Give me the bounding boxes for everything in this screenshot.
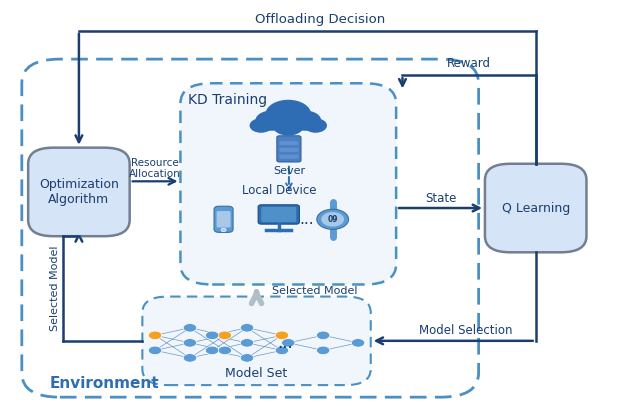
- Text: 09: 09: [328, 215, 338, 224]
- Text: ...: ...: [300, 212, 314, 227]
- Circle shape: [255, 111, 287, 131]
- Text: Reward: Reward: [447, 58, 491, 71]
- Text: Model Set: Model Set: [225, 367, 288, 380]
- Text: Offloading Decision: Offloading Decision: [255, 13, 385, 26]
- Circle shape: [205, 346, 219, 355]
- Circle shape: [248, 117, 275, 134]
- FancyBboxPatch shape: [280, 148, 298, 152]
- Circle shape: [241, 339, 253, 347]
- Text: Model Selection: Model Selection: [419, 324, 513, 337]
- FancyBboxPatch shape: [258, 124, 319, 130]
- Circle shape: [241, 354, 253, 362]
- FancyBboxPatch shape: [214, 206, 233, 233]
- Text: Optimization
Algorithm: Optimization Algorithm: [39, 178, 119, 206]
- Circle shape: [275, 331, 289, 339]
- Circle shape: [275, 346, 289, 355]
- Circle shape: [321, 212, 344, 226]
- Circle shape: [317, 209, 349, 229]
- Circle shape: [183, 324, 196, 332]
- FancyBboxPatch shape: [216, 211, 230, 228]
- FancyBboxPatch shape: [280, 141, 298, 145]
- Circle shape: [183, 339, 196, 347]
- Circle shape: [304, 118, 327, 133]
- FancyBboxPatch shape: [142, 297, 371, 385]
- FancyBboxPatch shape: [180, 83, 396, 284]
- Text: KD Training: KD Training: [188, 93, 268, 107]
- Circle shape: [148, 346, 162, 355]
- Circle shape: [302, 117, 329, 134]
- Text: Sever: Sever: [273, 166, 305, 176]
- FancyBboxPatch shape: [485, 164, 586, 252]
- Text: ...: ...: [277, 334, 293, 352]
- Text: Q Learning: Q Learning: [502, 202, 570, 215]
- Circle shape: [273, 115, 304, 135]
- Circle shape: [316, 346, 330, 355]
- Circle shape: [316, 331, 330, 339]
- Text: Selected Model: Selected Model: [273, 286, 358, 295]
- Circle shape: [148, 331, 162, 339]
- Circle shape: [266, 100, 311, 129]
- Circle shape: [287, 109, 323, 132]
- Text: Selected Model: Selected Model: [51, 246, 60, 331]
- FancyBboxPatch shape: [258, 205, 300, 224]
- Circle shape: [351, 339, 365, 347]
- FancyBboxPatch shape: [261, 207, 296, 222]
- Circle shape: [271, 114, 306, 137]
- Circle shape: [218, 331, 232, 339]
- Circle shape: [282, 339, 295, 347]
- FancyBboxPatch shape: [280, 155, 298, 159]
- Circle shape: [250, 118, 273, 133]
- Circle shape: [289, 111, 321, 131]
- Text: Resource
Allocation: Resource Allocation: [129, 157, 181, 179]
- Text: Local Device: Local Device: [241, 184, 316, 197]
- Circle shape: [205, 331, 219, 339]
- Text: Environment: Environment: [49, 376, 159, 391]
- FancyBboxPatch shape: [28, 148, 130, 236]
- Text: State: State: [425, 192, 456, 205]
- FancyBboxPatch shape: [277, 136, 301, 162]
- Circle shape: [253, 109, 289, 132]
- Circle shape: [218, 346, 232, 355]
- Circle shape: [221, 228, 226, 232]
- Circle shape: [183, 354, 196, 362]
- Circle shape: [264, 99, 313, 130]
- Circle shape: [241, 324, 253, 332]
